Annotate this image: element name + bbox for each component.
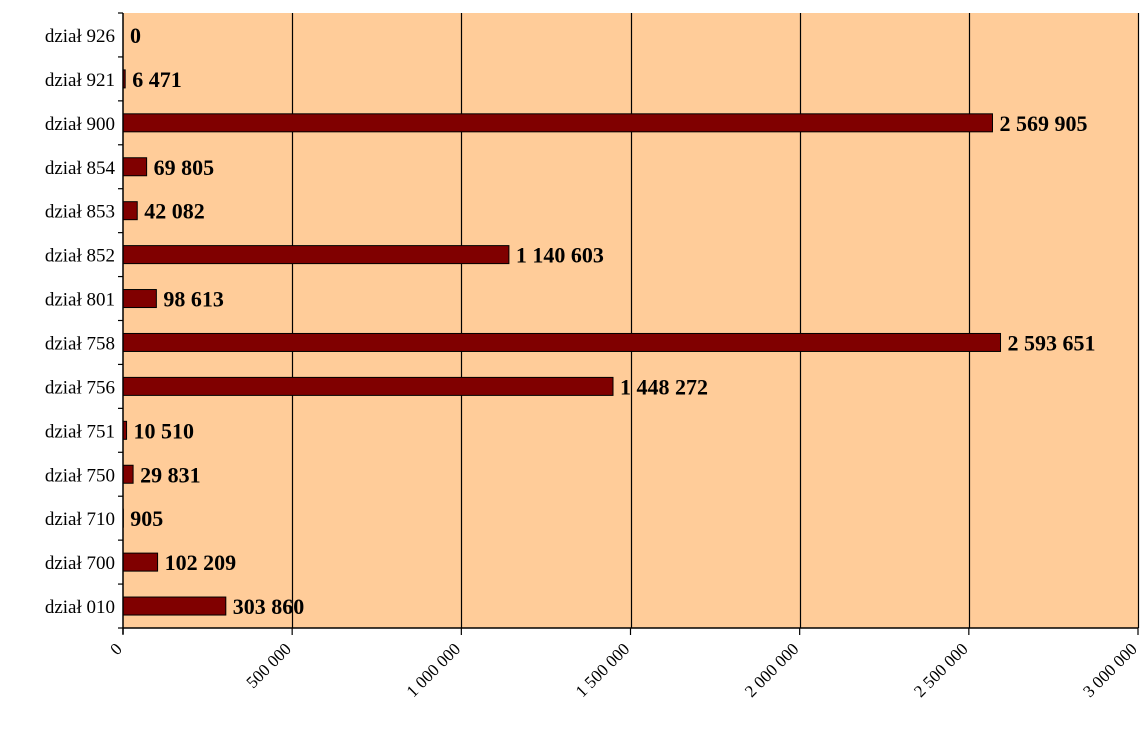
category-label: dział 756 — [45, 377, 115, 398]
bar — [122, 596, 227, 616]
axes — [118, 12, 1139, 635]
value-label: 42 082 — [144, 199, 205, 224]
value-label: 6 471 — [132, 67, 182, 92]
bar — [122, 201, 138, 221]
value-label: 2 569 905 — [999, 111, 1087, 136]
bar — [122, 552, 159, 572]
value-label: 2 593 651 — [1008, 330, 1096, 355]
category-label: dział 750 — [45, 465, 115, 486]
value-label: 303 860 — [233, 594, 305, 619]
plot-area — [123, 13, 1138, 628]
value-label: 1 140 603 — [516, 243, 604, 268]
category-label: dział 751 — [45, 421, 115, 442]
value-label: 0 — [130, 23, 141, 48]
category-label: dział 852 — [45, 246, 115, 267]
category-label: dział 853 — [45, 202, 115, 223]
bar — [122, 464, 134, 484]
category-label: dział 758 — [45, 333, 115, 354]
bar — [122, 289, 157, 309]
bar — [122, 376, 614, 396]
value-label: 98 613 — [163, 287, 224, 312]
category-label: dział 710 — [45, 509, 115, 530]
x-tick-label: 500 000 — [242, 639, 295, 692]
category-label: dział 801 — [45, 290, 115, 311]
value-label: 69 805 — [154, 155, 215, 180]
x-tick-label: 3 000 000 — [1079, 639, 1140, 701]
category-label: dział 900 — [45, 114, 115, 135]
x-tick-labels: 0 500 000 1 000 000 1 500 000 2 000 000 2 500… — [106, 639, 1140, 701]
value-label: 10 510 — [134, 418, 195, 443]
category-label: dział 921 — [45, 70, 115, 91]
x-tick-label: 0 — [106, 639, 125, 658]
x-tick-label: 1 000 000 — [403, 639, 465, 701]
bar — [122, 113, 993, 133]
category-labels: dział 926 dział 921 dział 900 dział 854 dzia… — [45, 26, 116, 618]
category-label: dział 854 — [45, 158, 116, 179]
bar — [122, 157, 148, 177]
value-label: 29 831 — [140, 462, 201, 487]
value-labels: 0 6 471 2 569 905 69 805 42 082 1 140 603 98 6… — [130, 23, 1096, 619]
category-label: dział 010 — [45, 597, 115, 618]
value-label: 102 209 — [165, 550, 237, 575]
x-tick-label: 2 000 000 — [741, 639, 803, 701]
value-label: 1 448 272 — [620, 374, 708, 399]
x-tick-label: 2 500 000 — [910, 639, 972, 701]
category-label: dział 926 — [45, 26, 115, 47]
bar — [122, 245, 510, 265]
bar — [122, 332, 1002, 352]
x-tick-label: 1 500 000 — [572, 639, 634, 701]
category-label: dział 700 — [45, 553, 115, 574]
value-label: 905 — [130, 506, 163, 531]
